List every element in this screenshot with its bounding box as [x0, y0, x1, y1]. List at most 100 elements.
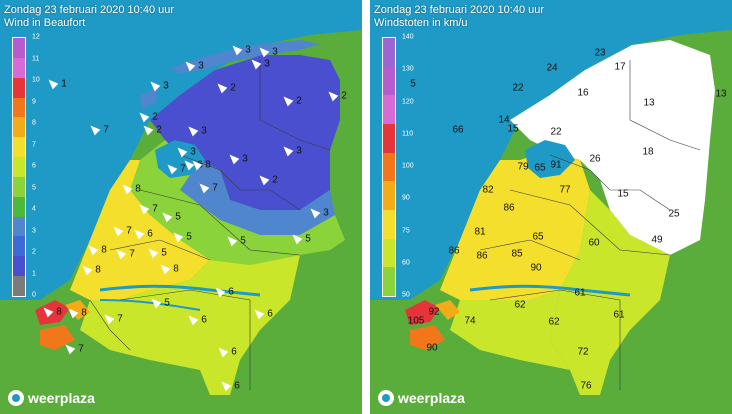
map-value-label: 105: [407, 315, 425, 327]
legend-tick: 4: [32, 205, 36, 213]
legend-swatch: [383, 181, 395, 210]
map-value-label: 6: [234, 380, 240, 392]
map-value-label: 7: [129, 248, 135, 260]
legend-tick: 12: [32, 33, 40, 41]
map-value-label: 6: [267, 308, 273, 320]
legend-tick: 110: [402, 130, 414, 138]
map-value-label: 7: [117, 313, 123, 325]
map-value-label: 91: [550, 159, 562, 171]
map-value-label: 2: [296, 95, 302, 107]
legend-swatch: [383, 95, 395, 124]
map-value-label: 8: [135, 183, 141, 195]
legend-swatch: [13, 236, 25, 257]
beaufort-legend-ticks: 12 11 10 9 8 7 6 5 4 3 2 1 0: [26, 0, 52, 414]
map-subtitle: Windstoten in km/u: [374, 17, 468, 29]
map-value-label: 7: [103, 124, 109, 136]
legend-tick: 130: [402, 65, 414, 73]
map-value-label: 15: [617, 188, 629, 200]
panel-divider: [362, 0, 370, 414]
legend-swatch: [13, 77, 25, 98]
map-value-label: 86: [476, 250, 488, 262]
map-value-label: 6: [197, 159, 203, 171]
kmh-legend-ticks: 140 130 120 110 100 90 75 60 50: [396, 0, 422, 414]
legend-tick: 8: [32, 119, 36, 127]
legend-tick: 60: [402, 259, 410, 267]
legend-tick: 3: [32, 227, 36, 234]
wind-beaufort-map-panel: Zondag 23 februari 2020 10:40 uur Wind i…: [0, 0, 362, 414]
map-value-label: 7: [152, 203, 158, 215]
map-value-label: 2: [230, 82, 236, 94]
weerplaza-logo: weerplaza: [8, 390, 95, 406]
map-value-label: 61: [574, 287, 586, 299]
map-value-label: 8: [81, 307, 87, 319]
legend-tick: 7: [32, 141, 36, 148]
map-value-label: 1: [61, 78, 67, 90]
map-value-label: 7: [78, 343, 84, 355]
legend-swatch: [383, 238, 395, 268]
map-value-label: 22: [550, 126, 562, 138]
map-value-label: 90: [530, 262, 542, 274]
map-value-label: 13: [715, 88, 727, 100]
map-value-label: 5: [161, 247, 167, 259]
map-value-label: 8: [101, 244, 107, 256]
map-value-label: 3: [242, 153, 248, 165]
map-value-label: 6: [147, 228, 153, 240]
legend-swatch: [13, 38, 25, 58]
map-value-label: 3: [245, 44, 251, 56]
map-value-label: 23: [594, 47, 606, 59]
netherlands-map: [0, 30, 362, 414]
map-value-label: 2: [341, 90, 347, 102]
legend-tick: 10: [32, 76, 40, 84]
map-value-label: 3: [264, 58, 270, 70]
windstoten-map-panel: Zondag 23 februari 2020 10:40 uur Windst…: [370, 0, 732, 414]
map-value-label: 60: [588, 237, 600, 249]
map-value-label: 65: [532, 231, 544, 243]
weerplaza-logo: weerplaza: [378, 390, 465, 406]
weerplaza-logo-icon: [378, 390, 394, 406]
map-value-label: 79: [517, 161, 529, 173]
map-title: Zondag 23 februari 2020 10:40 uur: [374, 4, 545, 16]
legend-tick: 0: [32, 291, 36, 299]
map-value-label: 62: [548, 316, 560, 328]
kmh-legend: [382, 37, 396, 297]
map-value-label: 3: [163, 80, 169, 92]
legend-swatch: [13, 137, 25, 158]
legend-tick: 120: [402, 98, 414, 105]
beaufort-legend: [12, 37, 26, 297]
map-value-label: 3: [272, 46, 278, 58]
legend-swatch: [13, 97, 25, 118]
map-subtitle: Wind in Beaufort: [4, 17, 86, 29]
map-value-label: 18: [642, 146, 654, 158]
map-value-label: 6: [231, 346, 237, 358]
legend-swatch: [13, 117, 25, 138]
map-value-label: 2: [272, 174, 278, 186]
legend-tick: 140: [402, 33, 414, 41]
map-value-label: 7: [126, 225, 132, 237]
map-value-label: 16: [577, 87, 589, 99]
legend-swatch: [13, 216, 25, 237]
map-value-label: 15: [507, 123, 519, 135]
map-value-label: 14: [498, 114, 510, 126]
map-value-label: 72: [577, 346, 589, 358]
map-value-label: 6: [201, 314, 207, 326]
map-value-label: 77: [559, 184, 571, 196]
map-value-label: 5: [164, 297, 170, 309]
map-value-label: 24: [546, 62, 558, 74]
map-value-label: 17: [614, 61, 626, 73]
map-value-label: 2: [152, 111, 158, 123]
legend-swatch: [13, 256, 25, 277]
map-value-label: 86: [503, 202, 515, 214]
map-value-label: 26: [589, 153, 601, 165]
map-value-label: 85: [511, 248, 523, 260]
legend-swatch: [13, 196, 25, 217]
map-value-label: 8: [95, 264, 101, 276]
map-value-label: 90: [426, 342, 438, 354]
map-value-label: 81: [474, 226, 486, 238]
map-value-label: 92: [428, 306, 440, 318]
legend-tick: 75: [402, 227, 410, 234]
map-value-label: 6: [228, 286, 234, 298]
legend-swatch: [13, 57, 25, 78]
map-value-label: 13: [643, 97, 655, 109]
legend-swatch: [13, 276, 25, 296]
map-value-label: 62: [514, 299, 526, 311]
